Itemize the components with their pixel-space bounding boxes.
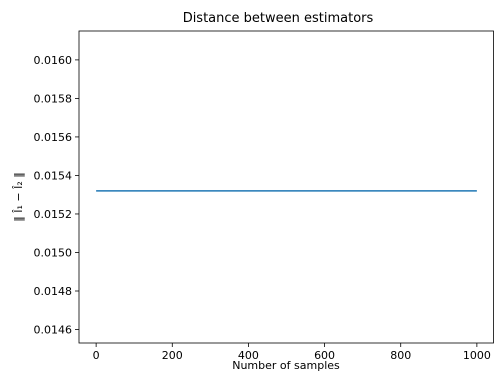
x-tick-label-0: 0 [93, 349, 100, 362]
x-tick-label-400: 400 [238, 349, 259, 362]
x-tick-label-200: 200 [162, 349, 183, 362]
y-tick-label-6: 0.0158 [34, 92, 73, 105]
x-tick-label-800: 800 [390, 349, 411, 362]
y-tick-label-3: 0.0152 [34, 208, 73, 221]
y-tick-label-1: 0.0148 [34, 285, 73, 298]
x-tick-label-1000: 1000 [463, 349, 491, 362]
y-tick-label-0: 0.0146 [34, 324, 73, 337]
x-tick-label-600: 600 [314, 349, 335, 362]
y-axis-label: ‖ Î₁ − Î₂ ‖ [12, 172, 25, 222]
chart-title: Distance between estimators [183, 11, 374, 26]
y-tick-label-7: 0.0160 [34, 54, 73, 67]
plot-area: 0 200 400 600 800 1000 0.0146 0.0148 0.0150 0.015… [34, 30, 494, 362]
y-tick-label-4: 0.0154 [34, 169, 73, 182]
x-axis-label: Number of samples [232, 359, 340, 372]
y-tick-label-5: 0.0156 [34, 131, 73, 144]
plot-frame [78, 30, 494, 344]
y-tick-label-2: 0.0150 [34, 246, 73, 259]
